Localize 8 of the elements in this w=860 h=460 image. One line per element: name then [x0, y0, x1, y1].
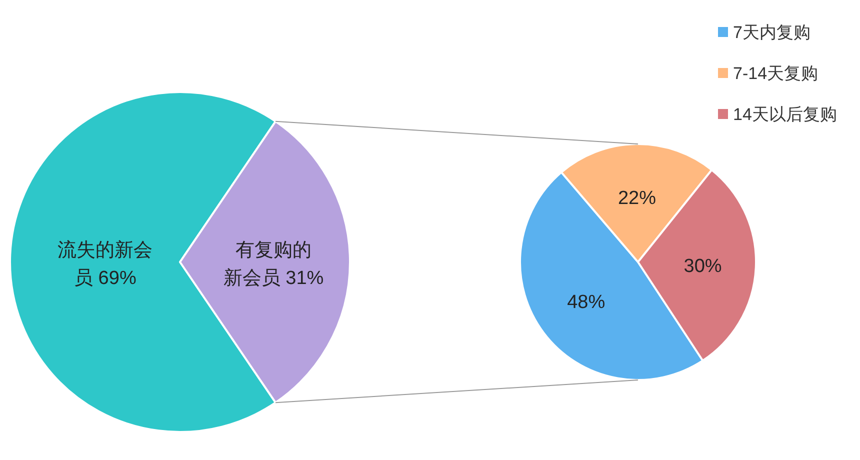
slice-label: 流失的新会员 69% [58, 239, 153, 289]
data-label: 48% [567, 292, 606, 313]
legend-label: 7天内复购 [733, 23, 810, 42]
legend-label: 14天以后复购 [733, 105, 837, 124]
data-label: 22% [618, 188, 656, 210]
legend-label: 7-14天复购 [733, 64, 818, 83]
data-label: 30% [684, 256, 722, 278]
slice-label: 有复购的新会员 31% [223, 240, 324, 289]
